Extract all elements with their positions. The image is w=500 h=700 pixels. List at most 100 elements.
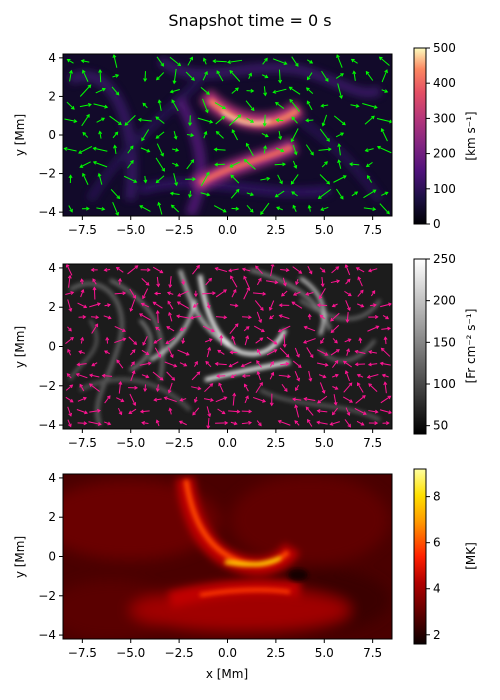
vector-arrow: [357, 382, 364, 393]
vector-arrow: [330, 324, 340, 333]
vector-arrowhead: [235, 87, 239, 92]
vector-arrowhead: [188, 122, 192, 127]
vector-arrow: [332, 407, 339, 415]
vector-arrow: [269, 300, 275, 311]
vector-arrow: [318, 374, 326, 378]
vector-arrowhead: [354, 362, 359, 367]
vector-arrow: [306, 119, 314, 122]
vector-arrowhead: [346, 348, 350, 353]
vector-arrowhead: [371, 115, 375, 120]
colorbar-tick-label: 200: [433, 294, 456, 308]
vector-arrow: [67, 299, 72, 312]
vector-arrowhead: [230, 275, 234, 280]
vector-arrowhead: [232, 392, 237, 397]
vector-arrow: [281, 383, 288, 392]
vector-arrow: [216, 70, 224, 82]
vector-arrow: [281, 290, 288, 297]
vector-arrow: [276, 119, 284, 122]
velocity-vector-field: [63, 54, 392, 216]
vector-arrow: [169, 408, 172, 415]
colorbar-tick-label: 500: [433, 41, 456, 55]
vector-arrow: [345, 264, 351, 276]
vector-arrow: [139, 205, 151, 212]
vector-arrow: [308, 205, 311, 212]
vector-arrowhead: [142, 102, 147, 107]
vector-arrowhead: [307, 418, 311, 423]
x-tick-label: 2.5: [266, 436, 285, 450]
vector-arrow: [332, 360, 339, 368]
vector-arrow: [171, 99, 179, 112]
vector-arrowhead: [157, 353, 162, 358]
vector-arrow: [230, 189, 240, 199]
vector-arrowhead: [320, 283, 325, 288]
vector-arrow: [80, 337, 84, 344]
vector-arrow: [215, 289, 227, 298]
vector-arrow: [93, 147, 108, 152]
vector-arrow: [229, 161, 240, 168]
vector-arrowhead: [115, 73, 120, 78]
vector-arrow: [283, 334, 286, 347]
vector-arrowhead: [169, 89, 174, 94]
vector-arrow: [321, 277, 324, 287]
temperature-heatmap: [63, 474, 392, 639]
vector-arrow: [179, 362, 187, 367]
vector-arrow: [156, 276, 159, 287]
vector-arrowhead: [326, 138, 330, 142]
vector-arrow: [123, 175, 137, 183]
vector-arrowhead: [63, 146, 68, 151]
x-tick-label: 0.0: [218, 436, 237, 450]
vector-arrow: [363, 207, 376, 210]
vector-arrowhead: [207, 346, 212, 351]
vector-arrowhead: [362, 411, 367, 415]
vector-arrow: [246, 204, 254, 213]
vector-arrow: [379, 203, 390, 214]
vector-arrowhead: [223, 396, 228, 401]
vector-arrowhead: [367, 174, 371, 179]
vector-arrowhead: [115, 91, 120, 96]
vector-arrow: [153, 337, 162, 344]
vector-arrow: [362, 103, 377, 109]
vector-arrowhead: [368, 350, 373, 355]
y-tick-label: 0: [48, 128, 56, 142]
vector-arrowhead: [386, 210, 390, 215]
y-tick-label: −2: [38, 589, 56, 603]
vector-arrowhead: [226, 60, 231, 65]
vector-arrow: [157, 310, 159, 324]
vector-arrow: [230, 275, 238, 288]
vector-arrow: [191, 371, 201, 381]
vector-arrow: [230, 174, 240, 184]
vector-arrow: [130, 370, 135, 382]
vector-arrowhead: [169, 191, 174, 196]
vector-arrowhead: [206, 425, 211, 429]
vector-arrow: [365, 71, 374, 81]
vector-arrowhead: [255, 265, 259, 270]
vector-arrow: [215, 363, 227, 366]
vector-arrowhead: [258, 277, 262, 282]
vector-arrow: [241, 422, 252, 425]
vector-arrowhead: [212, 291, 216, 296]
vector-arrow: [367, 325, 379, 332]
vector-arrow: [213, 205, 227, 213]
vector-arrow: [294, 420, 300, 426]
vector-arrowhead: [69, 398, 74, 403]
vector-arrow: [141, 349, 149, 355]
y-tick-label: −2: [38, 167, 56, 181]
vector-arrow: [255, 337, 263, 344]
vector-arrow: [156, 72, 165, 81]
vector-arrow: [275, 102, 285, 109]
vector-arrow: [205, 278, 212, 286]
vector-arrowhead: [118, 277, 122, 282]
vector-arrow: [379, 409, 392, 414]
vector-arrowhead: [192, 177, 197, 182]
vector-arrow: [370, 290, 376, 297]
vector-arrowhead: [308, 377, 313, 382]
vector-arrowhead: [141, 137, 145, 142]
vector-arrow: [246, 117, 254, 123]
vector-arrowhead: [316, 420, 321, 425]
vector-arrowhead: [349, 399, 354, 403]
vector-arrowhead: [305, 87, 310, 92]
velocity-heatmap: [63, 54, 392, 216]
x-tick-label: −7.5: [68, 223, 97, 237]
vector-arrow: [104, 395, 111, 404]
vector-arrowhead: [231, 335, 235, 340]
